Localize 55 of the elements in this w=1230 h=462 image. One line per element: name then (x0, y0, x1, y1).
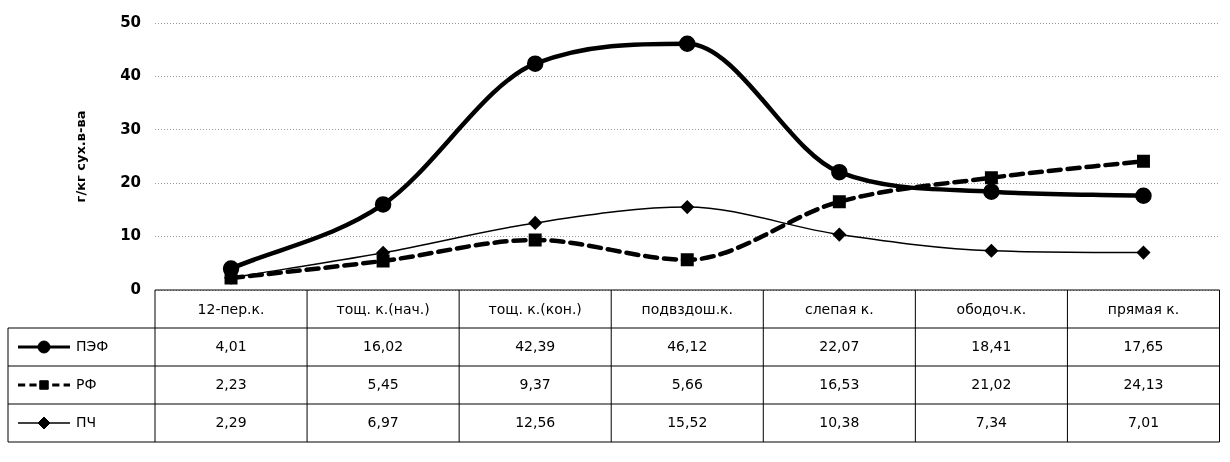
data-label: 2,29 (215, 413, 247, 430)
y-axis-title: г/кг сух.в-ва (73, 110, 89, 203)
data-label: 18,41 (971, 337, 1012, 354)
point (680, 253, 694, 267)
point (528, 216, 542, 230)
point (1136, 245, 1151, 260)
x-tick-label: тощ. к.(нач.) (336, 301, 430, 318)
x-tick-label: тощ. к.(кон.) (488, 301, 582, 318)
data-label: 4,01 (215, 337, 247, 354)
data-label: 7,34 (975, 413, 1008, 430)
x-tick-label: прямая к. (1107, 301, 1180, 318)
point (528, 233, 542, 247)
data-label: 15,52 (667, 413, 708, 430)
legend-label: ПЧ (76, 413, 97, 430)
data-label: 12,56 (515, 413, 556, 430)
point (984, 171, 998, 185)
data-label: 22,07 (819, 337, 860, 354)
point (679, 35, 696, 52)
point (831, 163, 848, 181)
data-label: 10,38 (819, 413, 860, 430)
data-label: 21,02 (971, 375, 1012, 392)
point (1136, 154, 1150, 168)
x-tick-label: ободоч.к. (956, 301, 1027, 318)
y-tick-label: 30 (120, 119, 141, 138)
data-label: 6,97 (367, 413, 399, 430)
point (526, 55, 544, 72)
legend-label: РФ (76, 375, 97, 392)
y-tick-label: 50 (120, 12, 141, 31)
y-tick-label: 10 (120, 226, 141, 245)
y-tick-label: 20 (120, 173, 141, 192)
point (1135, 187, 1152, 204)
data-label: 24,13 (1123, 375, 1164, 392)
x-tick-label: 12-пер.к. (197, 301, 265, 318)
data-label: 7,01 (1127, 413, 1160, 430)
data-label: 5,66 (671, 375, 703, 392)
data-label: 46,12 (667, 337, 708, 354)
y-tick-label: 40 (120, 66, 141, 85)
data-label: 5,45 (367, 375, 399, 392)
point (376, 254, 390, 268)
legend-label: ПЭФ (76, 337, 109, 354)
x-tick-label: подвздош.к. (641, 301, 734, 318)
data-label: 9,37 (519, 375, 551, 392)
point (983, 183, 1000, 200)
y-tick-label: 0 (130, 279, 141, 298)
data-label: 17,65 (1123, 337, 1164, 354)
point (680, 200, 694, 214)
data-label: 2,23 (215, 375, 247, 392)
data-label: 42,39 (515, 337, 556, 354)
point (832, 195, 846, 209)
point (832, 227, 847, 242)
x-tick-label: слепая к. (804, 301, 874, 318)
point (984, 244, 999, 258)
data-label: 16,02 (363, 337, 404, 354)
data-label: 16,53 (819, 375, 860, 392)
point (374, 196, 392, 213)
